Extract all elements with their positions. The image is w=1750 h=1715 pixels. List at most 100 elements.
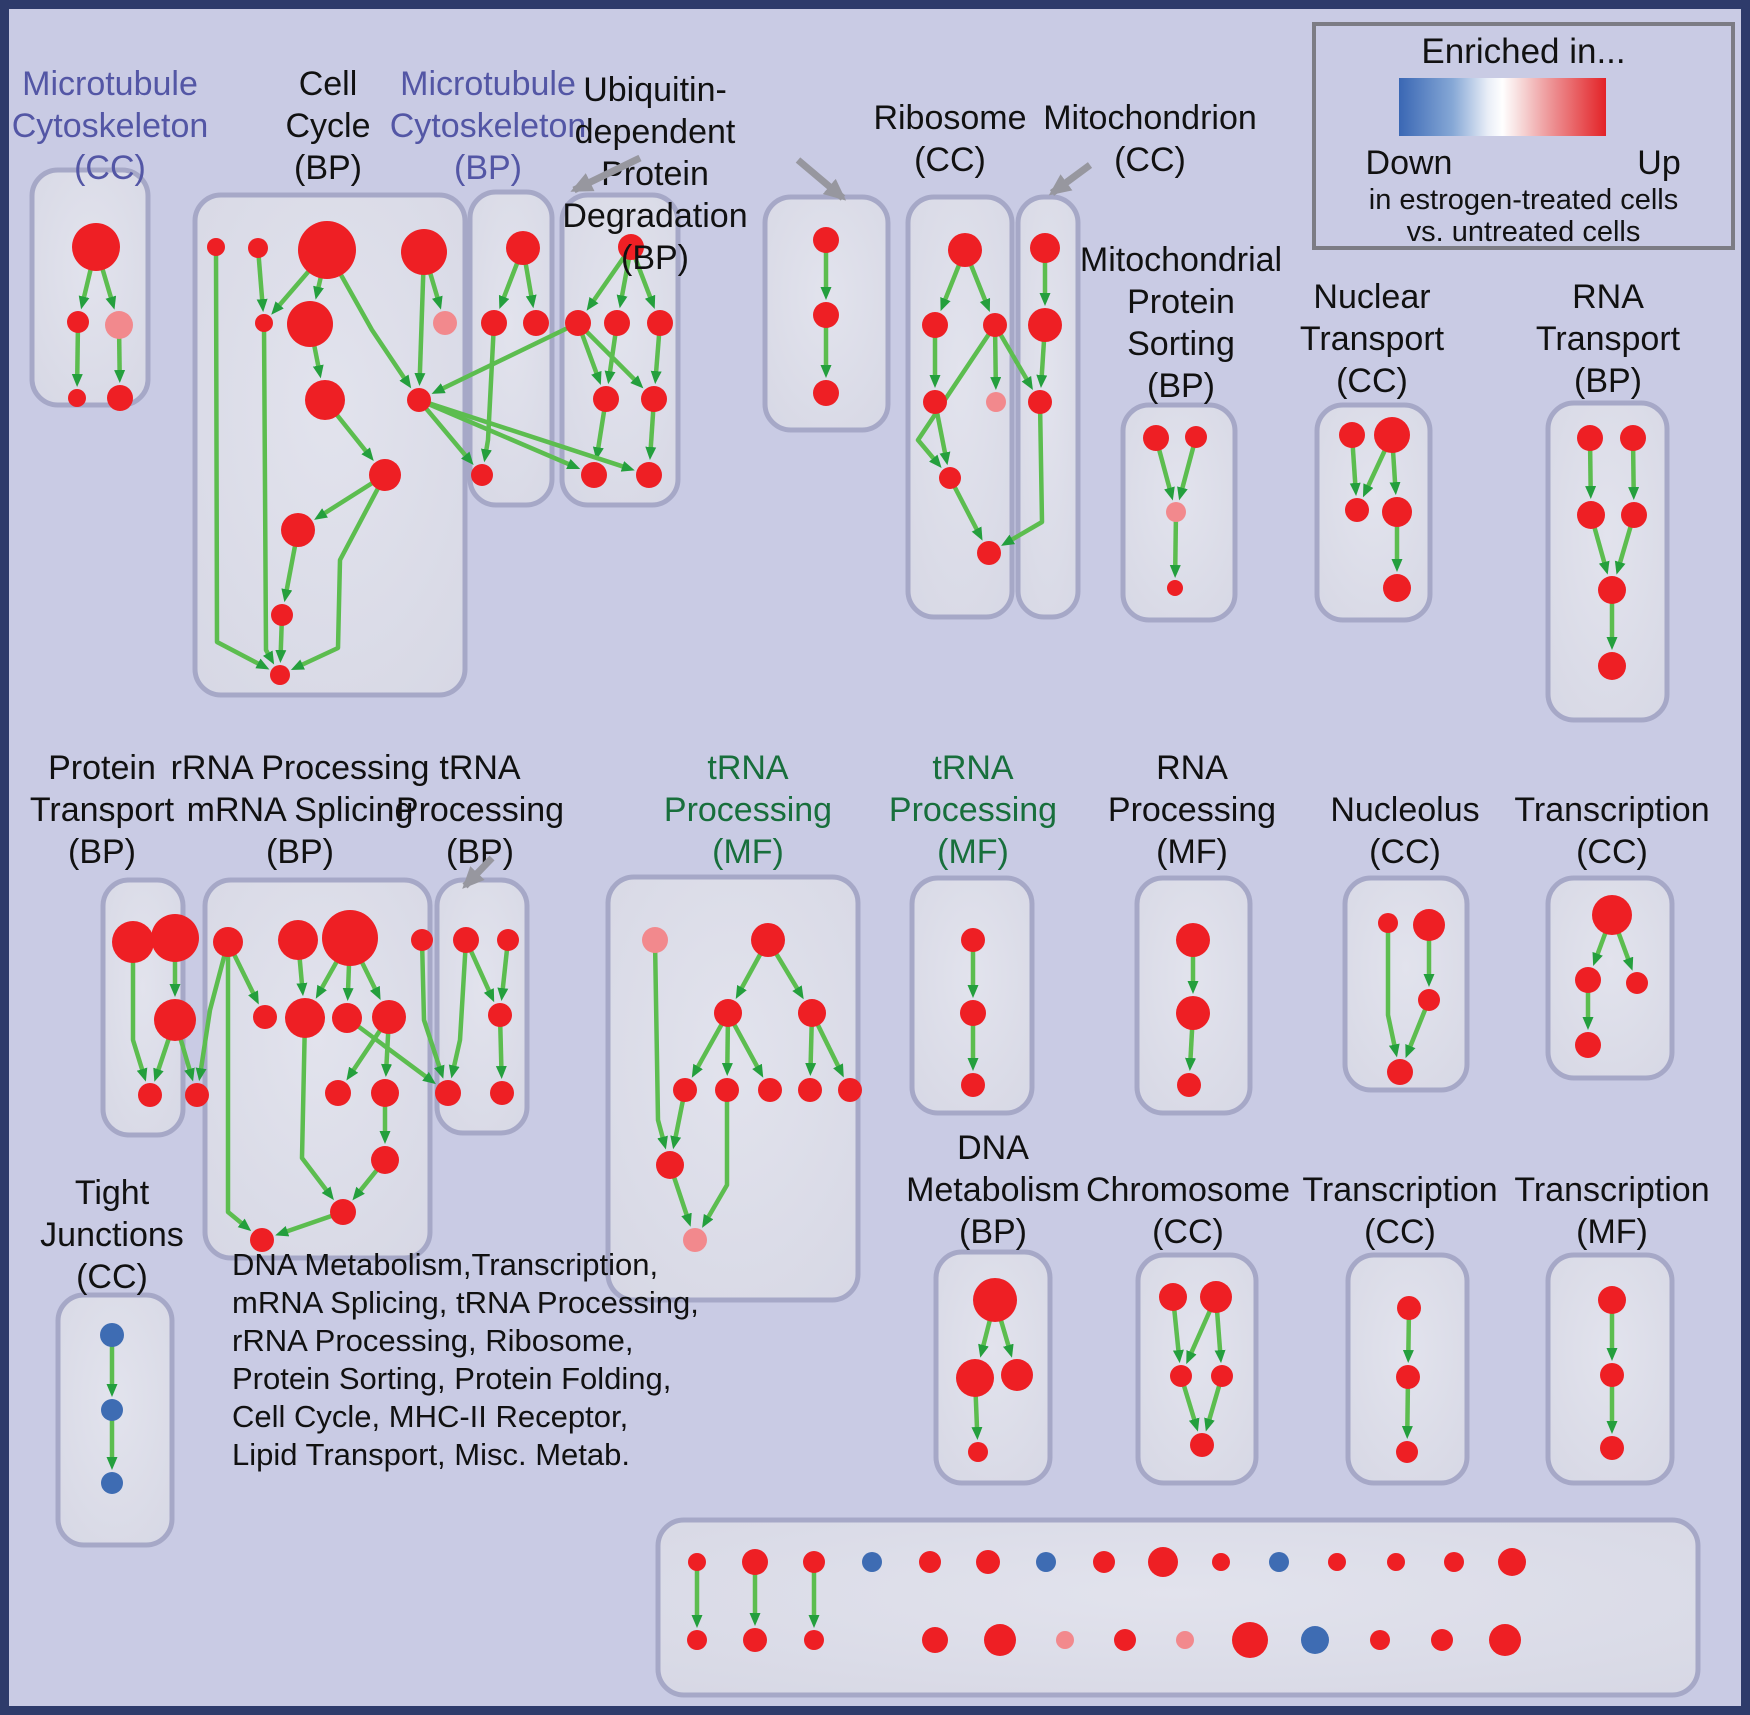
go-term-node	[1211, 1365, 1233, 1387]
cluster-label-mito-protein-sorting: Mitochondrial	[1080, 241, 1282, 279]
caption-line: rRNA Processing, Ribosome,	[232, 1323, 634, 1358]
edge-arrow	[417, 398, 474, 466]
go-term-node	[1489, 1624, 1521, 1656]
caption-line: Protein Sorting, Protein Folding,	[232, 1361, 672, 1396]
go-term-node	[862, 1552, 882, 1572]
edge-arrow	[419, 939, 445, 1079]
cluster-box-misc-clusters	[655, 1517, 1701, 1698]
nodes-layer	[67, 221, 1648, 1658]
edge-arrow	[480, 322, 497, 463]
go-term-node	[1177, 1073, 1201, 1097]
go-term-node	[490, 1081, 514, 1105]
legend-gradient-bar	[1399, 78, 1606, 136]
edge-arrow	[418, 397, 635, 472]
go-term-node	[984, 1624, 1016, 1656]
cluster-label-rrna-mrna: rRNA Processing	[171, 749, 430, 787]
go-term-node	[1176, 996, 1210, 1030]
go-term-node	[207, 238, 225, 256]
go-term-node	[1143, 425, 1169, 451]
go-term-node	[298, 221, 356, 279]
cluster-label-trna-processing-mf-2: (MF)	[937, 833, 1009, 871]
go-term-node	[497, 929, 519, 951]
cluster-label-trna-processing-mf-2: Processing	[889, 791, 1057, 829]
callout-arrow	[570, 154, 642, 194]
go-term-node	[278, 920, 318, 960]
go-term-node	[1056, 1631, 1074, 1649]
go-term-node	[1028, 308, 1062, 342]
edge-arrow	[345, 1016, 436, 1085]
go-term-node	[1620, 425, 1646, 451]
cluster-label-chromosome-cc: Chromosome	[1086, 1171, 1290, 1209]
go-term-node	[919, 1551, 941, 1573]
go-term-node	[593, 386, 619, 412]
go-term-node	[1577, 501, 1605, 529]
cluster-label-transcription-cc-2: Transcription	[1302, 1171, 1497, 1209]
go-term-node	[1028, 390, 1052, 414]
cluster-label-protein-transport: Transport	[30, 791, 175, 829]
go-term-node	[285, 998, 325, 1038]
go-term-node	[101, 1472, 123, 1494]
go-term-node	[687, 1630, 707, 1650]
go-term-node	[798, 999, 826, 1027]
go-term-node	[101, 1399, 123, 1421]
go-term-node	[481, 310, 507, 336]
go-term-node	[581, 462, 607, 488]
cluster-label-transcription-mf: Transcription	[1514, 1171, 1709, 1209]
go-term-node	[673, 1078, 697, 1102]
go-term-node	[506, 231, 540, 265]
go-term-node	[138, 1083, 162, 1107]
go-term-node	[1598, 576, 1626, 604]
go-term-node	[1036, 1552, 1056, 1572]
cluster-label-ribosome-cc: (CC)	[914, 141, 986, 179]
cluster-label-rna-processing-mf: (MF)	[1156, 833, 1228, 871]
cluster-label-nuclear-transport: (CC)	[1336, 362, 1408, 400]
go-term-node	[488, 1003, 512, 1027]
cluster-label-microtubule-cc: Microtubule	[22, 65, 198, 103]
edge-arrow	[702, 1090, 730, 1228]
go-term-node	[154, 999, 196, 1041]
go-term-node	[151, 914, 199, 962]
cluster-label-mitochondrion-cc: (CC)	[1114, 141, 1186, 179]
cluster-box-rna-processing-mf	[1134, 875, 1253, 1116]
go-term-node	[742, 1549, 768, 1575]
go-term-node	[977, 541, 1001, 565]
cluster-label-tight-junctions: (CC)	[76, 1258, 148, 1296]
cluster-label-ubiquitin-degradation: Ubiquitin-	[583, 71, 727, 109]
cluster-label-trna-processing-mf-1: tRNA	[707, 749, 789, 787]
cluster-label-rrna-mrna: mRNA Splicing	[187, 791, 414, 829]
go-term-node	[565, 310, 591, 336]
cluster-box-microtubule-cc	[29, 167, 151, 408]
cluster-label-mito-protein-sorting: (BP)	[1147, 367, 1215, 405]
go-term-node	[922, 1627, 948, 1653]
go-term-node	[271, 604, 293, 626]
cluster-label-trna-processing-bp: tRNA	[439, 749, 521, 787]
cluster-box-chromosome-cc	[1135, 1252, 1259, 1486]
cluster-label-cell-cycle: Cycle	[285, 107, 370, 145]
legend-subtitle-1: in estrogen-treated cells	[1368, 184, 1679, 216]
go-term-node	[67, 311, 89, 333]
go-term-node	[983, 313, 1007, 337]
go-term-node	[1382, 497, 1412, 527]
go-term-node	[798, 1078, 822, 1102]
go-term-node	[656, 1151, 684, 1179]
go-term-node	[1592, 895, 1632, 935]
edge-arrow	[1001, 401, 1045, 546]
cluster-label-microtubule-bp: Cytoskeleton	[390, 107, 587, 145]
go-term-node	[813, 227, 839, 253]
go-term-node	[715, 1078, 739, 1102]
go-term-node	[1212, 1553, 1230, 1571]
go-term-node	[1378, 913, 1398, 933]
go-term-node	[253, 1005, 277, 1029]
go-term-node	[1598, 652, 1626, 680]
go-term-node	[976, 1550, 1000, 1574]
go-term-node	[107, 385, 133, 411]
cluster-label-rna-processing-mf: Processing	[1108, 791, 1276, 829]
callout-arrow	[462, 855, 495, 889]
go-term-node	[683, 1228, 707, 1252]
go-term-node	[647, 310, 673, 336]
go-term-node	[939, 467, 961, 489]
edge-arrow	[418, 397, 581, 470]
go-term-node	[433, 311, 457, 335]
go-term-node	[371, 1146, 399, 1174]
edge-arrow	[576, 321, 644, 389]
